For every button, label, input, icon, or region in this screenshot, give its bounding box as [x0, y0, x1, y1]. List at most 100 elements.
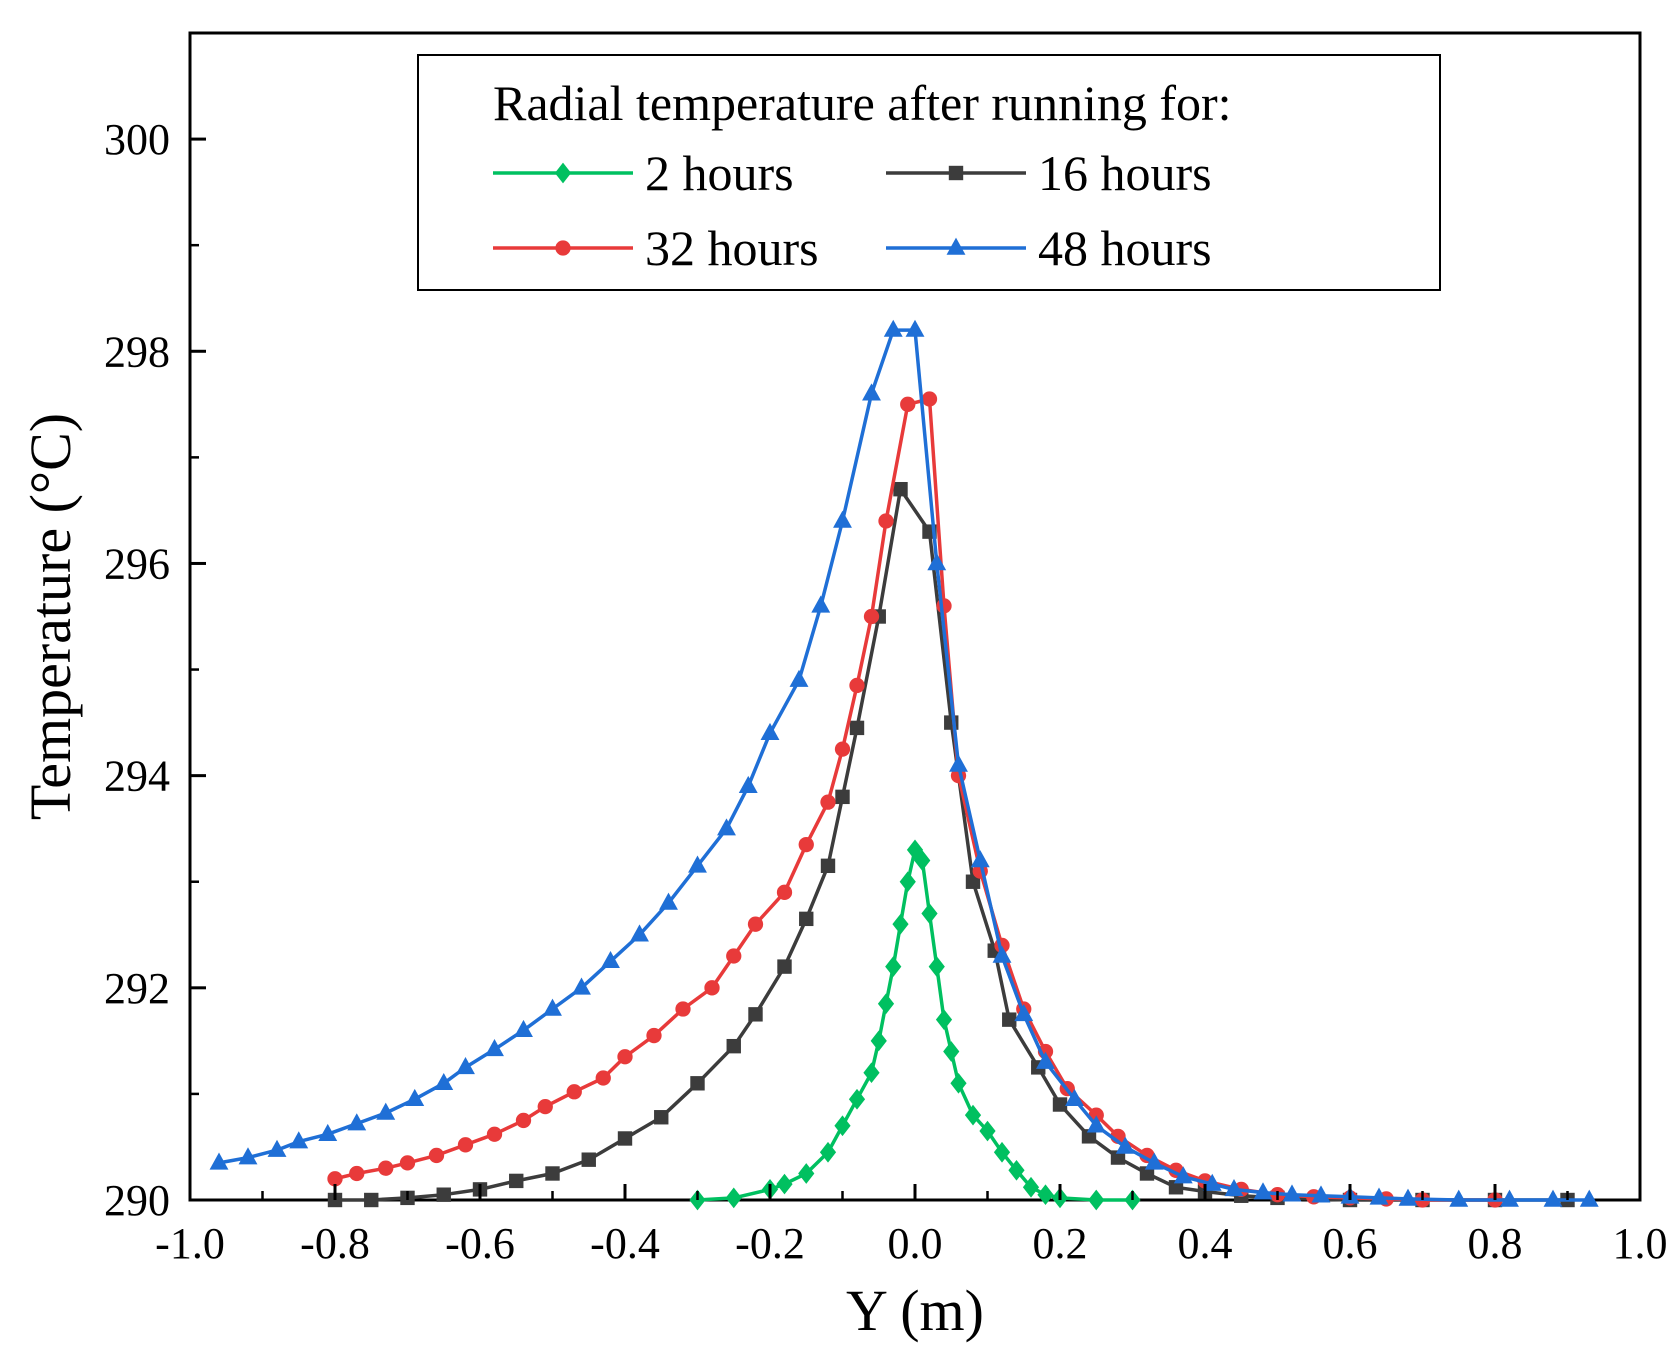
data-point — [1008, 1159, 1025, 1181]
data-point — [811, 595, 831, 613]
data-point — [725, 1187, 742, 1209]
data-point — [820, 858, 836, 874]
data-point — [760, 722, 780, 740]
data-point — [690, 1076, 705, 1091]
data-point — [515, 1112, 532, 1129]
data-point — [798, 1163, 815, 1184]
legend-label: 48 hours — [1038, 220, 1212, 276]
legend-item: 2 hours — [493, 145, 794, 201]
data-point — [900, 396, 916, 412]
legend: Radial temperature after running for: 2 … — [417, 54, 1441, 291]
data-point — [1088, 1189, 1105, 1211]
data-point — [950, 1072, 967, 1094]
data-point — [405, 1088, 425, 1106]
series-line — [697, 848, 1133, 1202]
data-point — [1311, 1185, 1331, 1203]
data-point — [965, 874, 981, 889]
data-point — [738, 775, 758, 793]
y-tick-label: 290 — [104, 1176, 170, 1225]
data-point — [376, 1102, 396, 1120]
data-point — [688, 855, 707, 873]
legend-swatch-marker — [948, 165, 964, 181]
x-tick-label: 0.6 — [1323, 1219, 1378, 1268]
data-point — [834, 1115, 851, 1137]
data-point — [1579, 1189, 1599, 1207]
data-point — [726, 948, 742, 964]
data-point — [543, 998, 562, 1016]
data-point — [1144, 1152, 1164, 1170]
data-point — [776, 884, 793, 900]
data-point — [581, 1152, 596, 1167]
data-point — [1224, 1179, 1244, 1197]
data-point — [878, 513, 894, 529]
data-point — [209, 1152, 229, 1170]
legend-items: 2 hours 16 hours 32 hours 48 hours — [493, 145, 1212, 276]
data-point — [704, 980, 720, 996]
data-point — [777, 959, 792, 974]
data-point — [928, 956, 945, 977]
x-tick-label: -0.2 — [735, 1219, 805, 1268]
plot-area — [188, 31, 1642, 1211]
data-point — [1282, 1184, 1302, 1202]
y-tick-label: 294 — [104, 752, 170, 801]
data-point — [349, 1165, 365, 1182]
data-point — [1037, 1184, 1054, 1206]
data-point — [776, 1173, 793, 1195]
data-point — [833, 510, 852, 528]
legend-label: 32 hours — [645, 220, 819, 276]
data-point — [914, 850, 931, 871]
data-point — [1014, 1003, 1034, 1022]
x-tick-label: 0.8 — [1468, 1219, 1523, 1268]
data-point — [1022, 1176, 1040, 1198]
data-point — [835, 789, 850, 805]
data-point — [428, 1147, 445, 1164]
data-point — [820, 794, 836, 810]
data-point — [927, 553, 947, 571]
data-point — [1173, 1166, 1193, 1184]
data-point — [949, 754, 968, 772]
legend-title: Radial temperature after running for: — [493, 75, 1232, 131]
data-point — [789, 669, 809, 687]
data-point — [1086, 1115, 1106, 1133]
data-point — [1449, 1189, 1469, 1207]
y-axis: 290 292 294 296 298 300 — [104, 115, 206, 1225]
y-tick-label: 296 — [104, 539, 170, 588]
data-point — [646, 1027, 662, 1044]
data-point — [1065, 1088, 1084, 1106]
data-point — [289, 1131, 309, 1149]
series-48-hours — [209, 319, 1599, 1207]
data-point — [617, 1049, 633, 1065]
data-point — [654, 1110, 669, 1125]
x-tick-label: 0.4 — [1178, 1219, 1233, 1268]
data-point — [936, 598, 952, 614]
series-32-hours — [327, 391, 1503, 1208]
series-line — [218, 328, 1590, 1202]
data-point — [992, 945, 1012, 963]
data-point — [364, 1192, 379, 1208]
x-tick-label: 1.0 — [1613, 1219, 1668, 1268]
data-point — [1543, 1189, 1563, 1207]
data-point — [849, 677, 865, 694]
data-point — [819, 1141, 837, 1163]
data-point — [1168, 1180, 1184, 1195]
x-axis-title: Y (m) — [846, 1278, 984, 1343]
data-point — [1081, 1129, 1097, 1144]
data-point — [883, 319, 903, 337]
data-point — [979, 1120, 996, 1142]
data-point — [747, 916, 764, 932]
data-point — [944, 715, 959, 730]
data-point — [601, 950, 620, 969]
legend-swatch-marker — [554, 162, 572, 184]
y-tick-label: 300 — [104, 115, 170, 164]
y-tick-label: 292 — [104, 964, 170, 1013]
x-tick-label: 0.0 — [888, 1219, 943, 1268]
data-point — [486, 1126, 503, 1142]
x-tick-label: -1.0 — [155, 1219, 225, 1268]
y-axis-title: Temperature (°C) — [18, 413, 83, 820]
data-point — [1253, 1182, 1273, 1200]
series-line — [334, 397, 1495, 1202]
data-point — [970, 850, 990, 868]
data-point — [572, 977, 591, 995]
data-point — [863, 608, 880, 625]
